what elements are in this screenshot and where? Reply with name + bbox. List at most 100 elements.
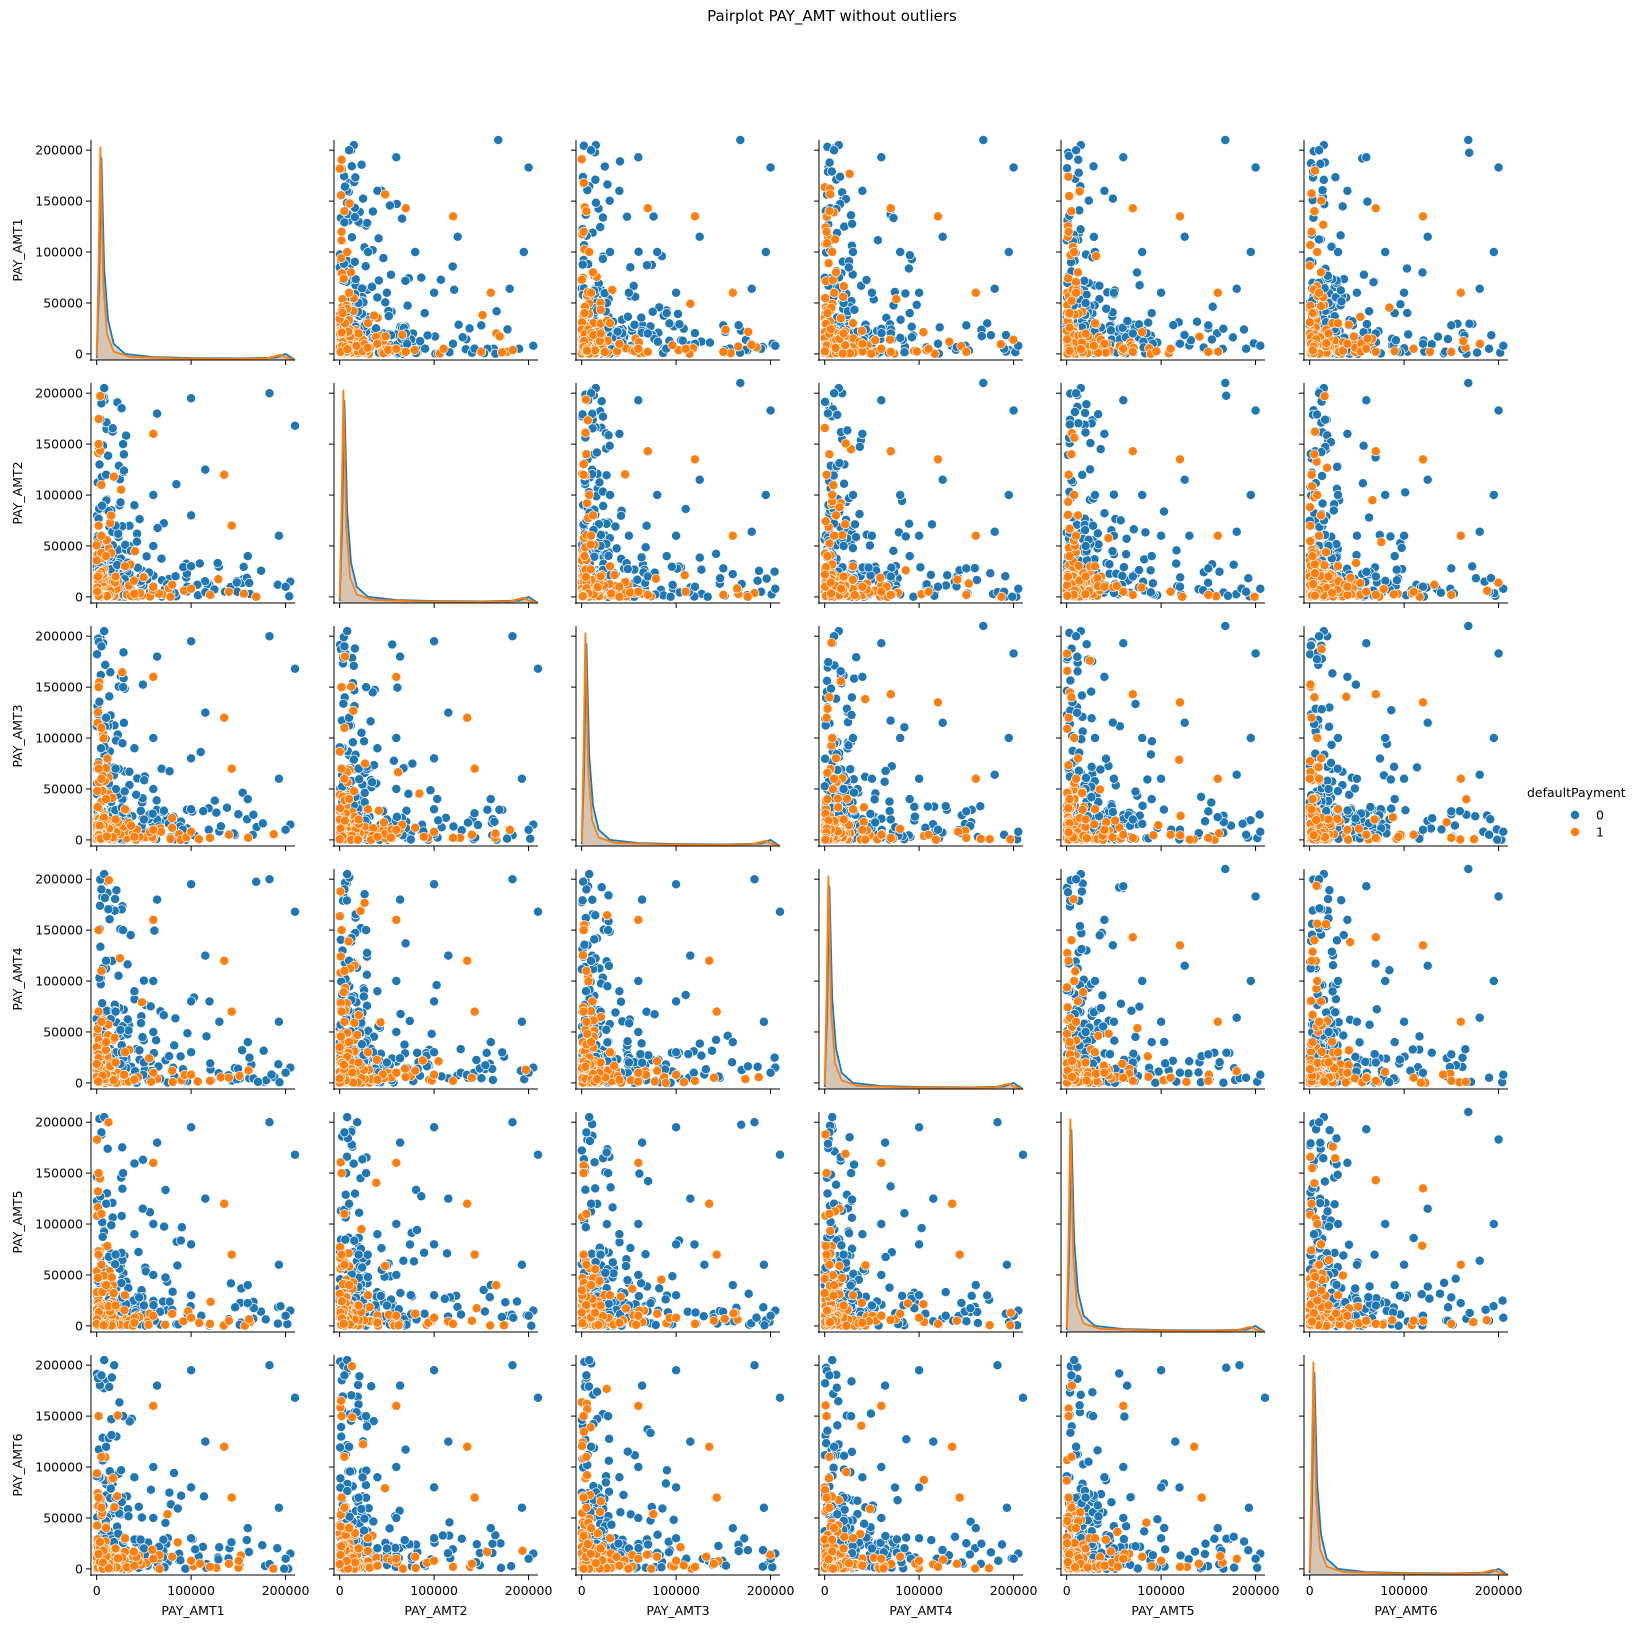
point-class-1 bbox=[605, 318, 615, 329]
point-class-0 bbox=[1337, 201, 1348, 212]
point-class-0 bbox=[661, 551, 672, 562]
point-class-1 bbox=[821, 469, 832, 480]
point-class-1 bbox=[834, 502, 845, 513]
point-class-1 bbox=[866, 348, 877, 359]
point-class-1 bbox=[923, 586, 934, 597]
y-axis-label-PAY_AMT2: PAY_AMT2 bbox=[10, 461, 25, 524]
point-class-1 bbox=[718, 589, 729, 600]
point-class-1 bbox=[680, 586, 691, 597]
point-class-1 bbox=[690, 211, 700, 222]
point-class-0 bbox=[590, 174, 601, 185]
point-class-1 bbox=[138, 572, 149, 583]
point-class-0 bbox=[1077, 469, 1088, 480]
point-class-0 bbox=[1243, 573, 1254, 584]
point-class-1 bbox=[582, 345, 592, 356]
point-class-0 bbox=[1080, 298, 1091, 308]
point-class-0 bbox=[1368, 277, 1379, 288]
point-class-0 bbox=[1003, 247, 1014, 257]
point-class-0 bbox=[339, 181, 350, 192]
point-class-0 bbox=[1206, 334, 1217, 345]
point-class-0 bbox=[1231, 283, 1242, 294]
point-class-0 bbox=[822, 408, 833, 419]
point-class-0 bbox=[854, 441, 865, 452]
point-class-1 bbox=[586, 287, 597, 298]
point-class-0 bbox=[373, 233, 384, 244]
point-class-0 bbox=[761, 573, 772, 584]
point-class-0 bbox=[765, 405, 776, 416]
kde-line-class_1 bbox=[95, 146, 296, 361]
point-class-1 bbox=[1063, 226, 1074, 237]
point-class-1 bbox=[1408, 343, 1419, 354]
point-class-1 bbox=[651, 573, 661, 584]
point-class-0 bbox=[961, 563, 972, 574]
point-class-0 bbox=[349, 256, 360, 267]
point-class-0 bbox=[625, 262, 636, 273]
point-class-1 bbox=[1342, 338, 1353, 349]
point-class-1 bbox=[885, 346, 896, 357]
point-class-1 bbox=[970, 287, 981, 298]
point-class-1 bbox=[614, 581, 625, 592]
point-class-1 bbox=[334, 163, 345, 174]
point-class-0 bbox=[872, 235, 883, 246]
point-class-1 bbox=[820, 293, 831, 304]
point-class-1 bbox=[633, 343, 644, 354]
point-class-0 bbox=[846, 210, 856, 221]
point-class-1 bbox=[838, 571, 849, 582]
point-class-1 bbox=[338, 273, 349, 284]
kde-fill-class_1 bbox=[339, 389, 538, 603]
point-class-0 bbox=[850, 519, 860, 530]
point-class-0 bbox=[1335, 285, 1346, 296]
point-class-1 bbox=[918, 327, 929, 338]
point-class-0 bbox=[1333, 247, 1343, 257]
point-class-0 bbox=[97, 500, 108, 511]
point-class-0 bbox=[727, 569, 738, 580]
point-class-1 bbox=[1127, 203, 1138, 214]
point-class-0 bbox=[397, 213, 408, 224]
point-class-0 bbox=[601, 470, 612, 481]
point-class-1 bbox=[995, 339, 1006, 350]
point-class-0 bbox=[885, 571, 896, 582]
point-class-1 bbox=[1314, 287, 1325, 298]
point-class-0 bbox=[148, 541, 159, 551]
point-class-0 bbox=[854, 509, 865, 520]
point-class-0 bbox=[118, 439, 129, 450]
point-class-0 bbox=[435, 274, 446, 285]
kde-PAY_AMT1 bbox=[95, 146, 296, 361]
point-class-0 bbox=[849, 304, 860, 315]
point-class-1 bbox=[219, 469, 230, 480]
point-class-1 bbox=[344, 287, 355, 298]
point-class-1 bbox=[148, 581, 159, 592]
point-class-1 bbox=[667, 340, 678, 351]
point-class-1 bbox=[1425, 346, 1436, 357]
point-class-1 bbox=[1062, 334, 1073, 345]
point-class-0 bbox=[1071, 145, 1082, 156]
point-class-1 bbox=[1355, 311, 1366, 322]
point-class-1 bbox=[346, 267, 356, 278]
point-class-0 bbox=[597, 254, 608, 264]
point-class-0 bbox=[615, 156, 625, 167]
point-class-0 bbox=[594, 477, 605, 488]
point-class-0 bbox=[186, 393, 197, 404]
point-class-1 bbox=[1309, 206, 1320, 217]
point-class-0 bbox=[1472, 347, 1483, 358]
point-class-0 bbox=[1402, 308, 1413, 318]
point-class-0 bbox=[380, 297, 391, 308]
point-class-1 bbox=[165, 591, 176, 602]
point-class-0 bbox=[1175, 338, 1185, 349]
point-class-1 bbox=[1384, 302, 1395, 313]
point-class-1 bbox=[1080, 328, 1091, 339]
point-class-0 bbox=[1107, 193, 1118, 204]
point-class-0 bbox=[694, 552, 705, 563]
point-class-1 bbox=[494, 331, 505, 342]
point-class-0 bbox=[1395, 299, 1406, 310]
point-class-1 bbox=[581, 206, 592, 217]
point-class-1 bbox=[578, 226, 589, 237]
point-class-1 bbox=[93, 520, 104, 531]
y-tick-label: 200000 bbox=[35, 386, 83, 401]
point-class-1 bbox=[876, 586, 887, 597]
point-class-0 bbox=[1085, 438, 1096, 449]
point-class-1 bbox=[1088, 340, 1099, 351]
pairplot-grid: 050000100000150000200000PAY_AMT105000010… bbox=[10, 135, 1522, 1618]
point-class-0 bbox=[94, 459, 105, 470]
point-class-1 bbox=[336, 226, 347, 237]
